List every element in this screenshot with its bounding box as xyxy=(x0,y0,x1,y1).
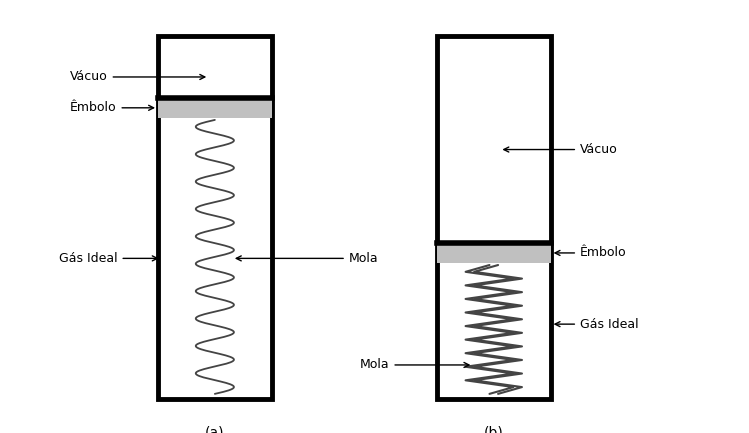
Text: Êmbolo: Êmbolo xyxy=(70,101,154,114)
Text: (b): (b) xyxy=(484,426,503,433)
Bar xyxy=(437,243,551,263)
Text: Mola: Mola xyxy=(236,252,378,265)
Bar xyxy=(158,36,272,399)
Text: Vácuo: Vácuo xyxy=(70,71,204,84)
Text: (a): (a) xyxy=(205,426,225,433)
Text: Gás Ideal: Gás Ideal xyxy=(59,252,157,265)
Text: Vácuo: Vácuo xyxy=(504,143,618,156)
Text: Êmbolo: Êmbolo xyxy=(555,246,627,259)
Text: Mola: Mola xyxy=(360,359,469,372)
Bar xyxy=(158,98,272,118)
Text: Gás Ideal: Gás Ideal xyxy=(555,318,639,331)
Bar xyxy=(437,36,551,399)
